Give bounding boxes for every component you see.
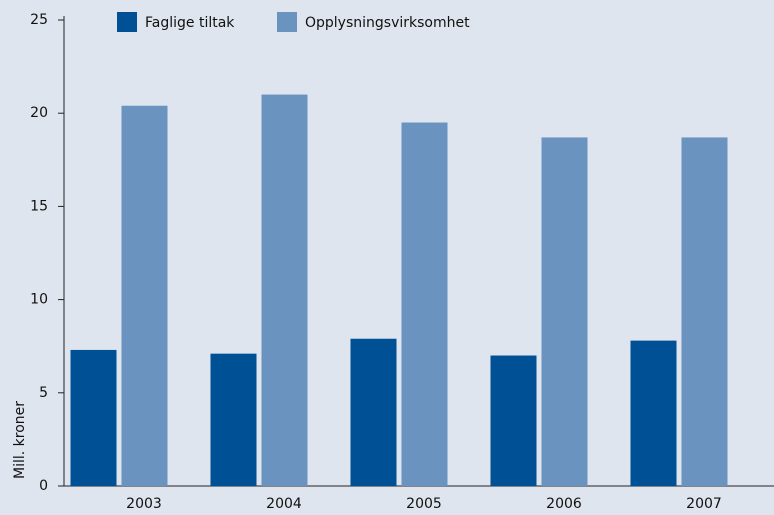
y-tick-label: 5 bbox=[39, 385, 48, 401]
legend-swatch bbox=[117, 12, 137, 32]
bar bbox=[121, 105, 168, 486]
bar bbox=[350, 338, 397, 486]
x-tick-label: 2004 bbox=[266, 496, 302, 512]
y-tick-label: 15 bbox=[30, 198, 48, 214]
y-tick-label: 20 bbox=[30, 105, 48, 121]
y-tick-label: 0 bbox=[39, 478, 48, 494]
x-tick-label: 2006 bbox=[546, 496, 582, 512]
bar bbox=[490, 355, 537, 486]
bar bbox=[210, 353, 257, 486]
bar bbox=[681, 137, 728, 486]
bar bbox=[70, 349, 117, 486]
x-tick-label: 2003 bbox=[126, 496, 162, 512]
y-tick-label: 10 bbox=[30, 292, 48, 308]
x-tick-label: 2007 bbox=[686, 496, 722, 512]
legend-label: Faglige tiltak bbox=[145, 15, 235, 31]
x-tick-label: 2005 bbox=[406, 496, 442, 512]
bar bbox=[261, 94, 308, 486]
legend-label: Opplysningsvirksomhet bbox=[305, 15, 470, 31]
y-tick-label: 25 bbox=[30, 12, 48, 28]
bar bbox=[630, 340, 677, 486]
bar bbox=[401, 122, 448, 487]
y-axis-label: Mill. kroner bbox=[12, 401, 28, 479]
bar bbox=[541, 137, 588, 486]
legend-swatch bbox=[277, 12, 297, 32]
